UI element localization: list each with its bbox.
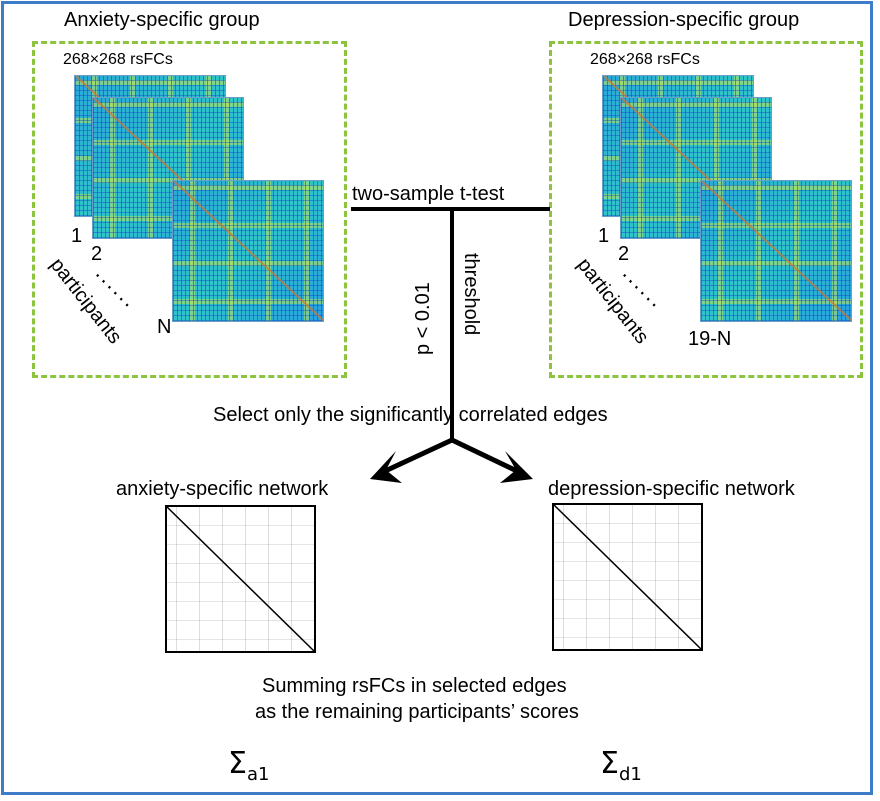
summing-text-line-2: as the remaining participants’ scores — [255, 701, 579, 723]
anxiety-score-symbol: Σa1 — [228, 746, 269, 785]
anxiety-network-matrix — [165, 505, 316, 653]
depression-rsfc-matrix-n — [700, 180, 852, 322]
anxiety-index-1: 1 — [71, 225, 83, 247]
depression-group-title: Depression-specific group — [568, 9, 800, 31]
summing-text-line-1: Summing rsFCs in selected edges — [262, 675, 567, 697]
anxiety-network-diagonal — [167, 507, 314, 651]
left-arrow-shaft — [381, 437, 454, 475]
anxiety-group-title: Anxiety-specific group — [64, 9, 260, 31]
depression-matrix-size-label: 268×268 rsFCs — [590, 51, 700, 68]
depression-network-title: depression-specific network — [548, 478, 795, 500]
threshold-label: threshold — [460, 253, 482, 336]
anxiety-rsfc-matrix-n — [172, 180, 324, 322]
anxiety-group-box — [32, 41, 347, 378]
depression-score-symbol: Σd1 — [600, 746, 642, 785]
anxiety-score-subscript: a1 — [246, 764, 270, 785]
depression-index-1: 1 — [598, 225, 610, 247]
t-test-label: two-sample t-test — [352, 183, 505, 206]
select-edges-text: Select only the significantly correlated… — [213, 404, 608, 426]
depression-index-n: 19-N — [688, 328, 732, 350]
depression-sigma: Σ — [600, 746, 619, 781]
p-value-label: p < 0.01 — [412, 282, 434, 355]
depression-network-diagonal — [554, 505, 701, 649]
anxiety-network-title: anxiety-specific network — [116, 478, 329, 500]
anxiety-index-n: N — [157, 316, 172, 338]
depression-index-2: 2 — [618, 243, 630, 265]
anxiety-sigma: Σ — [228, 746, 247, 781]
anxiety-matrix-size-label: 268×268 rsFCs — [63, 51, 173, 68]
depression-network-matrix — [552, 503, 703, 651]
anxiety-index-2: 2 — [91, 243, 103, 265]
right-arrowhead — [500, 451, 533, 483]
depression-group-box — [549, 41, 863, 378]
left-arrowhead — [370, 451, 402, 483]
right-arrow-shaft — [450, 437, 521, 475]
depression-score-subscript: d1 — [618, 764, 642, 785]
